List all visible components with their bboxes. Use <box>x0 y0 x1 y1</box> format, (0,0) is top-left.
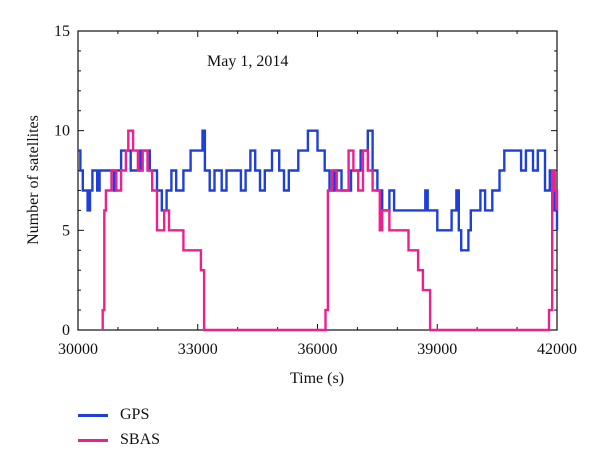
y-tick-label: 15 <box>54 23 70 40</box>
legend-label-sbas: SBAS <box>120 431 161 448</box>
x-axis-label: Time (s) <box>290 370 344 387</box>
legend-swatch-gps <box>78 414 108 417</box>
series-line-sbas <box>101 129 559 332</box>
x-tick-label: 39000 <box>417 341 457 358</box>
x-tick-label: 30000 <box>58 341 98 358</box>
chart-annotation: May 1, 2014 <box>207 53 288 70</box>
x-tick-label: 36000 <box>298 341 338 358</box>
legend-item-gps: GPS <box>78 405 238 427</box>
y-tick-label: 0 <box>62 322 70 339</box>
y-tick-label: 10 <box>54 123 70 140</box>
x-tick-label: 33000 <box>178 341 218 358</box>
series-line-gps <box>78 129 559 252</box>
plot-frame <box>77 30 558 331</box>
legend-item-sbas: SBAS <box>78 430 238 452</box>
y-axis-label: Number of satellites <box>25 115 42 245</box>
legend-swatch-sbas <box>78 439 108 442</box>
x-tick-label: 42000 <box>537 341 577 358</box>
y-tick-label: 5 <box>62 222 70 239</box>
series-layer <box>78 129 559 332</box>
legend-label-gps: GPS <box>120 406 150 423</box>
